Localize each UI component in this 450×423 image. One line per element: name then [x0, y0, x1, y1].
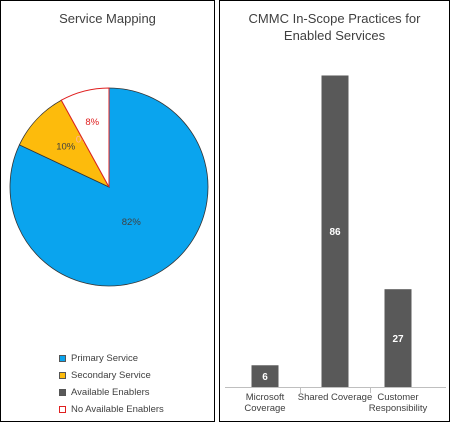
bar-value-label-shared-coverage: 86 — [329, 227, 341, 238]
legend-item-secondary-service: Secondary Service — [59, 367, 209, 384]
legend-label-secondary-service: Secondary Service — [71, 370, 151, 381]
legend-swatch-no-available-enablers — [59, 406, 66, 413]
bar-value-label-customer-responsibility: 27 — [392, 334, 404, 345]
pie-chart-title: Service Mapping — [59, 11, 156, 26]
category-label-shared-coverage-line-1: Shared Coverage — [298, 392, 372, 403]
pie-chart: 82%10%0%8% — [9, 87, 209, 287]
legend-label-no-available-enablers: No Available Enablers — [71, 404, 164, 415]
pie-data-label-secondary-service: 10% — [56, 141, 76, 152]
bar-chart-title-line-2: Enabled Services — [283, 28, 386, 43]
category-label-microsoft-coverage-line-1: Microsoft — [246, 392, 285, 403]
legend-swatch-secondary-service — [59, 372, 66, 379]
bar-chart-title: CMMC In-Scope Practices for Enabled Serv… — [220, 10, 449, 44]
legend-item-no-available-enablers: No Available Enablers — [59, 401, 209, 418]
legend-item-primary-service: Primary Service — [59, 350, 209, 367]
pie-data-label-primary-service: 82% — [122, 217, 142, 228]
category-label-customer-responsibility-line-2: Responsibility — [369, 403, 428, 414]
legend-swatch-primary-service — [59, 355, 66, 362]
legend-swatch-available-enablers — [59, 389, 66, 396]
pie-data-label-no-available-enablers: 8% — [85, 117, 99, 128]
bar-shared-coverage — [321, 75, 349, 387]
pie-legend: Primary Service Secondary Service Availa… — [59, 350, 209, 418]
legend-label-primary-service: Primary Service — [71, 353, 139, 364]
cmmc-practices-panel: CMMC In-Scope Practices for Enabled Serv… — [219, 0, 450, 422]
bar-chart-title-line-1: CMMC In-Scope Practices for — [248, 11, 421, 26]
service-mapping-panel: Service Mapping 82%10%0%8% Primary Servi… — [0, 0, 215, 422]
legend-label-available-enablers: Available Enablers — [71, 387, 150, 398]
pie-slice-no-available-enablers — [60, 87, 110, 188]
bar-microsoft-coverage — [251, 365, 279, 387]
category-label-microsoft-coverage-line-2: Coverage — [244, 403, 285, 414]
bar-customer-responsibility — [384, 289, 412, 387]
legend-item-available-enablers: Available Enablers — [59, 384, 209, 401]
bar-value-label-microsoft-coverage: 6 — [262, 372, 268, 383]
category-label-customer-responsibility-line-1: Customer — [377, 392, 418, 403]
